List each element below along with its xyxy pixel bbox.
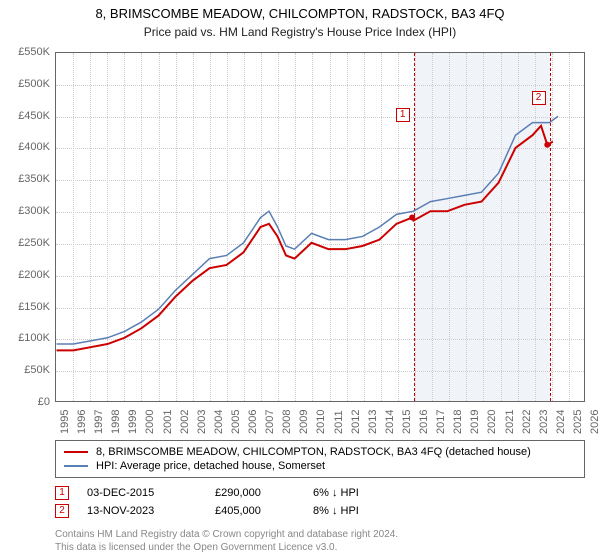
xtick-label: 2008 — [281, 410, 293, 434]
ytick-label: £400K — [18, 141, 50, 153]
sale-point — [409, 215, 415, 221]
event-delta: 6% ↓ HPI — [313, 487, 413, 499]
series-hpi — [57, 116, 559, 344]
ytick-label: £250K — [18, 237, 50, 249]
footer-line2: This data is licensed under the Open Gov… — [55, 541, 398, 554]
xtick-label: 2012 — [350, 410, 362, 434]
ytick-label: £300K — [18, 205, 50, 217]
xtick-label: 1995 — [59, 410, 71, 434]
xtick-label: 2020 — [486, 410, 498, 434]
xtick-label: 2001 — [162, 410, 174, 434]
xtick-label: 2016 — [418, 410, 430, 434]
xtick-label: 2021 — [504, 410, 516, 434]
event-table: 1 03-DEC-2015 £290,000 6% ↓ HPI 2 13-NOV-2023… — [55, 484, 585, 520]
xtick-label: 2014 — [384, 410, 396, 434]
xtick-label: 2011 — [333, 410, 345, 434]
xtick-label: 2022 — [521, 410, 533, 434]
xtick-label: 1998 — [110, 410, 122, 434]
xtick-label: 1997 — [93, 410, 105, 434]
ytick-label: £350K — [18, 173, 50, 185]
ytick-label: £500K — [18, 78, 50, 90]
ytick-label: £100K — [18, 332, 50, 344]
series-property — [57, 126, 553, 351]
legend-row: 8, BRIMSCOMBE MEADOW, CHILCOMPTON, RADST… — [64, 445, 576, 459]
legend-swatch — [64, 451, 88, 453]
xtick-label: 2025 — [572, 410, 584, 434]
ytick-label: £450K — [18, 110, 50, 122]
event-price: £290,000 — [215, 487, 295, 499]
xtick-label: 2009 — [298, 410, 310, 434]
xtick-label: 1996 — [76, 410, 88, 434]
event-price: £405,000 — [215, 505, 295, 517]
xtick-label: 2026 — [589, 410, 600, 434]
xtick-label: 2000 — [144, 410, 156, 434]
event-row: 1 03-DEC-2015 £290,000 6% ↓ HPI — [55, 484, 585, 502]
legend-label: HPI: Average price, detached house, Some… — [96, 460, 325, 472]
xtick-label: 2002 — [179, 410, 191, 434]
event-date: 13-NOV-2023 — [87, 505, 197, 517]
event-marker-1: 1 — [396, 108, 410, 122]
event-date: 03-DEC-2015 — [87, 487, 197, 499]
xtick-label: 2006 — [247, 410, 259, 434]
ytick-label: £0 — [38, 396, 50, 408]
legend-row: HPI: Average price, detached house, Some… — [64, 459, 576, 473]
xtick-label: 2003 — [196, 410, 208, 434]
event-marker-2: 2 — [532, 91, 546, 105]
footer-attribution: Contains HM Land Registry data © Crown c… — [55, 528, 398, 554]
ytick-label: £150K — [18, 301, 50, 313]
xtick-label: 2018 — [452, 410, 464, 434]
footer-line1: Contains HM Land Registry data © Crown c… — [55, 528, 398, 541]
xtick-label: 2004 — [213, 410, 225, 434]
legend-box: 8, BRIMSCOMBE MEADOW, CHILCOMPTON, RADST… — [55, 440, 585, 478]
xtick-label: 2024 — [555, 410, 567, 434]
ytick-label: £550K — [18, 46, 50, 58]
sale-point — [544, 142, 550, 148]
event-row: 2 13-NOV-2023 £405,000 8% ↓ HPI — [55, 502, 585, 520]
xtick-label: 2005 — [230, 410, 242, 434]
xtick-label: 2023 — [538, 410, 550, 434]
xtick-label: 1999 — [127, 410, 139, 434]
ytick-label: £200K — [18, 269, 50, 281]
xtick-label: 2015 — [401, 410, 413, 434]
chart-title: 8, BRIMSCOMBE MEADOW, CHILCOMPTON, RADST… — [0, 0, 600, 21]
line-series-svg — [56, 53, 584, 401]
legend-swatch — [64, 465, 88, 467]
xtick-label: 2017 — [435, 410, 447, 434]
chart-plot-area: 12 — [55, 52, 585, 402]
legend-label: 8, BRIMSCOMBE MEADOW, CHILCOMPTON, RADST… — [96, 446, 531, 458]
event-marker-badge: 2 — [55, 504, 69, 518]
xtick-label: 2019 — [469, 410, 481, 434]
event-marker-badge: 1 — [55, 486, 69, 500]
ytick-label: £50K — [24, 364, 50, 376]
xtick-label: 2010 — [315, 410, 327, 434]
chart-subtitle: Price paid vs. HM Land Registry's House … — [0, 21, 600, 39]
xtick-label: 2007 — [264, 410, 276, 434]
event-delta: 8% ↓ HPI — [313, 505, 413, 517]
xtick-label: 2013 — [367, 410, 379, 434]
